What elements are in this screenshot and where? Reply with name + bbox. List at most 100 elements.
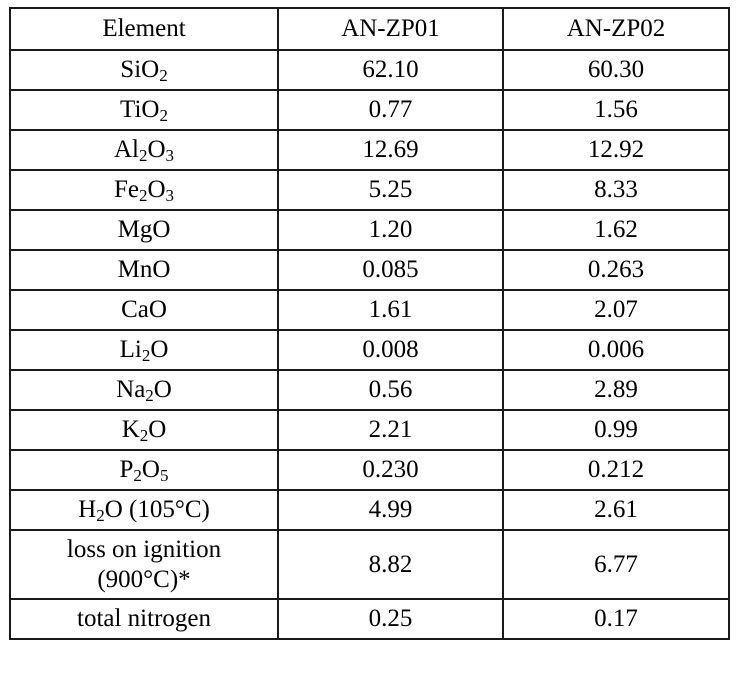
cell-element-h2o-105c: H2O (105°C)	[9, 489, 279, 531]
cell-value-zp01: 2.21	[277, 409, 504, 451]
table-container: Element AN-ZP01 AN-ZP02 SiO2 62.10 60.30…	[9, 7, 730, 640]
cell-value-zp01: 0.085	[277, 249, 504, 291]
table-row: Fe2O3 5.25 8.33	[9, 169, 730, 211]
cell-element-mgo: MgO	[9, 209, 279, 251]
formula-base: Al	[113, 136, 139, 163]
cell-value-zp02: 60.30	[502, 49, 730, 91]
formula-sio2: SiO2	[120, 56, 168, 86]
formula-fe2o3: Fe2O3	[113, 176, 175, 206]
formula-subscript: 2	[159, 66, 168, 86]
cell-value-zp01: 0.230	[277, 449, 504, 491]
cell-element-p2o5: P2O5	[9, 449, 279, 491]
formula-subscript: 2	[133, 466, 142, 486]
formula-na2o: Na2O	[116, 376, 172, 406]
table-row: total nitrogen 0.25 0.17	[9, 598, 730, 640]
formula-base: H	[78, 496, 97, 523]
cell-element-fe2o3: Fe2O3	[9, 169, 279, 211]
table-row: K2O 2.21 0.99	[9, 409, 730, 451]
cell-value-zp01: 8.82	[277, 529, 504, 600]
column-header-zp01: AN-ZP01	[277, 7, 504, 51]
formula-tio2: TiO2	[120, 96, 168, 126]
cell-element-mno: MnO	[9, 249, 279, 291]
formula-subscript: 2	[141, 346, 151, 366]
cell-element-tio2: TiO2	[9, 89, 279, 131]
cell-element-cao: CaO	[9, 289, 279, 331]
formula-base: TiO	[120, 96, 160, 123]
table-row: SiO2 62.10 60.30	[9, 49, 730, 91]
cell-element-k2o: K2O	[9, 409, 279, 451]
formula-tail: O	[150, 336, 169, 363]
column-header-zp02: AN-ZP02	[502, 7, 730, 51]
formula-subscript: 2	[96, 506, 105, 526]
cell-element-sio2: SiO2	[9, 49, 279, 91]
formula-subscript-2: 3	[165, 186, 175, 206]
cell-value-zp01: 0.56	[277, 369, 504, 411]
formula-tail: O (105°C)	[104, 496, 210, 523]
formula-subscript-2: 5	[159, 466, 169, 486]
formula-base: Fe	[113, 176, 139, 203]
formula-subscript: 2	[159, 106, 168, 126]
cell-value-zp01: 5.25	[277, 169, 504, 211]
formula-subscript-2: 3	[165, 146, 175, 166]
table-body: SiO2 62.10 60.30 TiO2 0.77 1.56 Al2O3	[9, 49, 730, 640]
cell-value-zp02: 0.99	[502, 409, 730, 451]
formula-li2o: Li2O	[119, 336, 169, 366]
table-row: TiO2 0.77 1.56	[9, 89, 730, 131]
table-row: Na2O 0.56 2.89	[9, 369, 730, 411]
table-row: CaO 1.61 2.07	[9, 289, 730, 331]
cell-value-zp02: 0.17	[502, 598, 730, 640]
formula-base: P	[119, 456, 134, 483]
formula-subscript: 2	[138, 146, 148, 166]
loss-on-ignition-line1: loss on ignition	[66, 536, 222, 563]
table-header: Element AN-ZP01 AN-ZP02	[9, 7, 730, 51]
cell-element-li2o: Li2O	[9, 329, 279, 371]
cell-value-zp02: 2.61	[502, 489, 730, 531]
cell-element-na2o: Na2O	[9, 369, 279, 411]
table-row: P2O5 0.230 0.212	[9, 449, 730, 491]
formula-p2o5: P2O5	[119, 456, 169, 486]
cell-value-zp01: 1.20	[277, 209, 504, 251]
loss-on-ignition-line2: (900°C)*	[97, 565, 191, 593]
cell-value-zp02: 8.33	[502, 169, 730, 211]
cell-element-al2o3: Al2O3	[9, 129, 279, 171]
table-row: Li2O 0.008 0.006	[9, 329, 730, 371]
formula-base: Li	[119, 336, 142, 363]
cell-value-zp02: 2.89	[502, 369, 730, 411]
formula-h2o-105c: H2O (105°C)	[78, 496, 210, 526]
cell-value-zp01: 0.77	[277, 89, 504, 131]
formula-subscript: 2	[139, 426, 149, 446]
formula-base: K	[121, 416, 140, 443]
column-header-element: Element	[9, 7, 279, 51]
formula-tail: O	[153, 376, 172, 403]
cell-value-zp02: 2.07	[502, 289, 730, 331]
formula-base: SiO	[120, 56, 160, 83]
cell-value-zp01: 0.008	[277, 329, 504, 371]
formula-base-2: O	[147, 136, 166, 163]
table-row: MgO 1.20 1.62	[9, 209, 730, 251]
cell-value-zp02: 0.263	[502, 249, 730, 291]
cell-value-zp01: 0.25	[277, 598, 504, 640]
formula-al2o3: Al2O3	[113, 136, 175, 166]
cell-value-zp01: 62.10	[277, 49, 504, 91]
formula-base: Na	[116, 376, 146, 403]
cell-element-total-nitrogen: total nitrogen	[9, 598, 279, 640]
chemical-composition-table: Element AN-ZP01 AN-ZP02 SiO2 62.10 60.30…	[9, 7, 730, 640]
cell-value-zp01: 4.99	[277, 489, 504, 531]
table-row: MnO 0.085 0.263	[9, 249, 730, 291]
cell-value-zp01: 1.61	[277, 289, 504, 331]
cell-value-zp02: 12.92	[502, 129, 730, 171]
formula-subscript: 2	[138, 186, 148, 206]
formula-tail: O	[148, 416, 167, 443]
cell-value-zp02: 0.212	[502, 449, 730, 491]
formula-base-2: O	[147, 176, 166, 203]
table-row: Al2O3 12.69 12.92	[9, 129, 730, 171]
formula-subscript: 2	[145, 386, 154, 406]
cell-value-zp02: 1.62	[502, 209, 730, 251]
cell-value-zp02: 1.56	[502, 89, 730, 131]
formula-k2o: K2O	[121, 416, 167, 446]
table-row: loss on ignition (900°C)* 8.82 6.77	[9, 529, 730, 600]
cell-value-zp02: 6.77	[502, 529, 730, 600]
table-row: H2O (105°C) 4.99 2.61	[9, 489, 730, 531]
cell-value-zp02: 0.006	[502, 329, 730, 371]
